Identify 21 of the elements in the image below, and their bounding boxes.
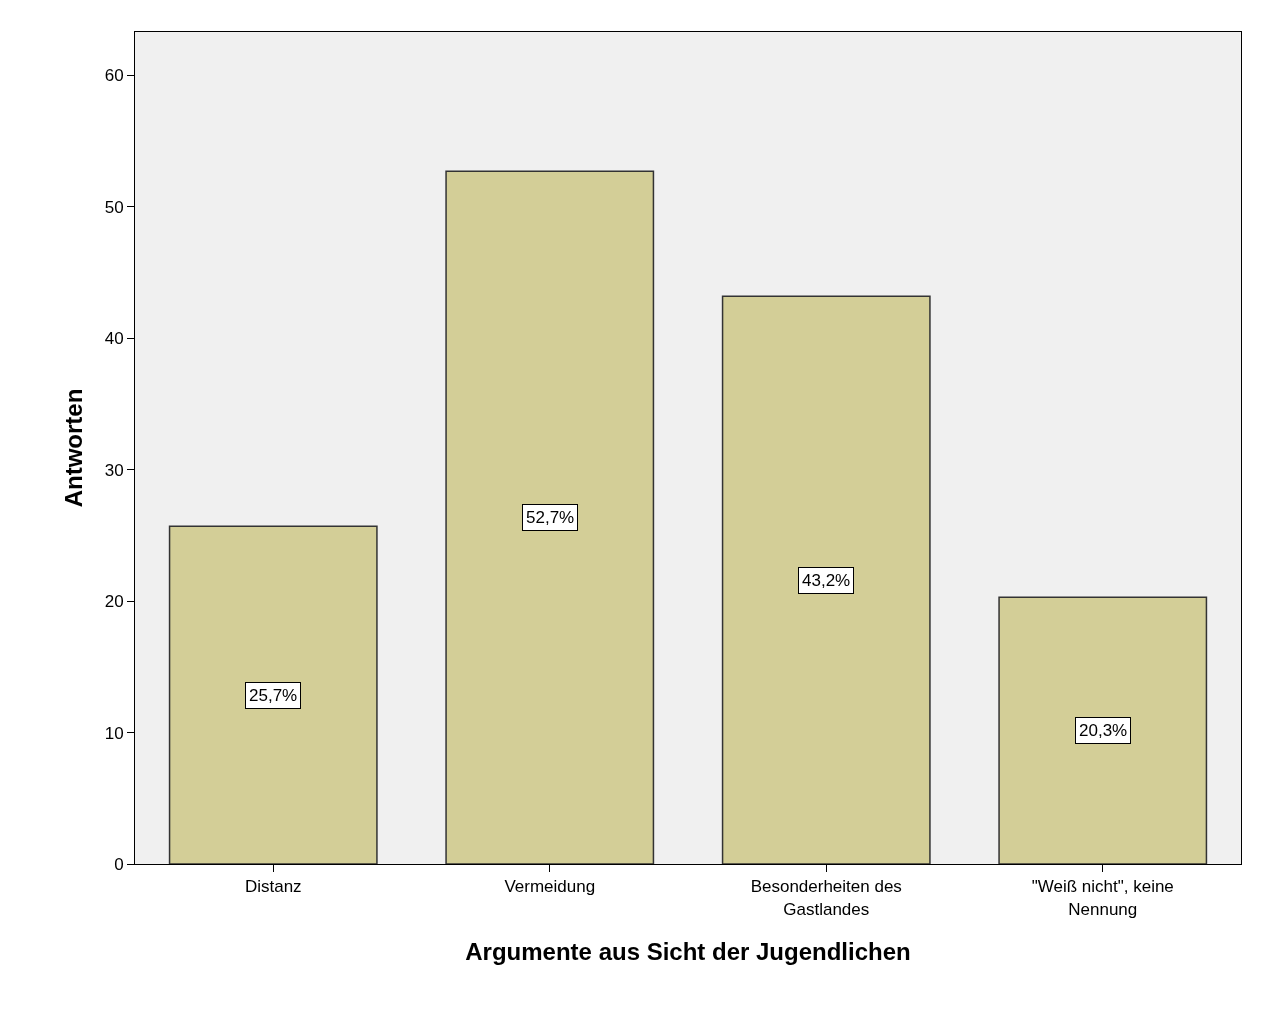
y-tick-label: 0 [114, 854, 124, 874]
bar [721, 295, 931, 864]
y-tick-label: 50 [104, 197, 124, 217]
x-axis-title: Argumente aus Sicht der Jugendlichen [465, 937, 911, 965]
x-tick-label: Vermeidung [504, 877, 596, 897]
data-label: 52,7% [526, 508, 575, 527]
y-axis-title: Antworten [59, 388, 87, 508]
x-tick-label: "Weiß nicht", keine Nennung [1031, 877, 1174, 919]
bar [168, 525, 378, 864]
data-label: 25,7% [249, 686, 298, 705]
y-tick-label: 30 [104, 460, 124, 480]
bar [998, 596, 1208, 864]
data-label: 20,3% [1079, 721, 1128, 740]
y-tick-label: 60 [104, 66, 124, 86]
x-tick-label: Besonderheiten des Gastlandes [750, 877, 902, 919]
bar [445, 170, 655, 864]
data-label: 43,2% [802, 571, 851, 590]
y-tick-label: 40 [104, 329, 124, 349]
x-tick-label: Distanz [244, 877, 302, 897]
y-tick-label: 10 [104, 723, 124, 743]
y-tick-label: 20 [104, 592, 124, 612]
